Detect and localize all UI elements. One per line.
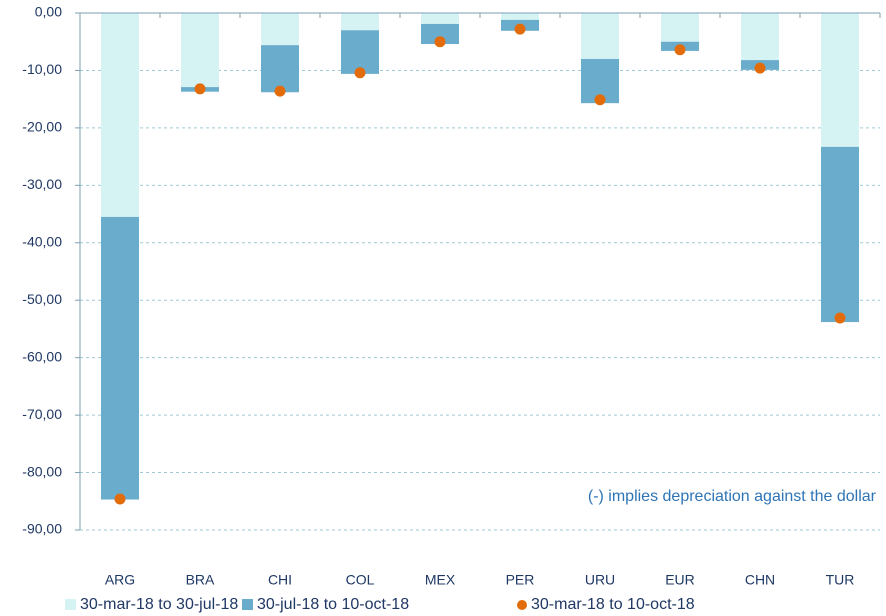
point — [514, 23, 526, 35]
point — [674, 44, 686, 56]
bar-segment — [821, 13, 859, 147]
y-tick-label: -70,00 — [22, 406, 62, 422]
x-tick-label: COL — [346, 572, 375, 588]
point — [434, 36, 446, 48]
bar-segment — [101, 13, 139, 217]
legend-label: 30-mar-18 to 30-jul-18 — [80, 596, 238, 613]
y-tick-label: -40,00 — [22, 233, 62, 249]
y-tick-label: -90,00 — [22, 521, 62, 537]
bar-segment — [821, 146, 859, 323]
x-tick-label: MEX — [425, 572, 456, 588]
x-tick-label: ARG — [105, 572, 135, 588]
y-tick-label: 0,00 — [35, 4, 62, 20]
legend-swatch — [242, 599, 253, 610]
y-tick-label: -20,00 — [22, 119, 62, 135]
bar-segment — [661, 13, 699, 42]
point — [834, 312, 846, 324]
y-tick-label: -10,00 — [22, 61, 62, 77]
x-tick-label: TUR — [826, 572, 855, 588]
bar-segment — [181, 13, 219, 88]
bar-segment — [101, 216, 139, 500]
x-tick-label: BRA — [186, 572, 215, 588]
bar-segment — [261, 45, 299, 93]
x-tick-label: CHI — [268, 572, 292, 588]
legend-label: 30-jul-18 to 10-oct-18 — [257, 596, 409, 613]
legend-swatch — [65, 599, 76, 610]
x-tick-label: URU — [585, 572, 615, 588]
bar-segment — [341, 13, 379, 31]
annotation: (-) implies depreciation against the dol… — [588, 488, 877, 505]
legend-swatch — [517, 600, 527, 610]
x-tick-label: PER — [506, 572, 535, 588]
y-tick-label: -30,00 — [22, 176, 62, 192]
bar-segment — [421, 23, 459, 45]
point — [594, 94, 606, 106]
x-tick-label: EUR — [665, 572, 695, 588]
legend-label: 30-mar-18 to 10-oct-18 — [531, 596, 695, 613]
y-tick-label: -60,00 — [22, 348, 62, 364]
y-tick-label: -50,00 — [22, 291, 62, 307]
point — [754, 62, 766, 74]
bar-segment — [501, 13, 539, 20]
bar-segment — [341, 30, 379, 74]
x-tick-label: CHN — [745, 572, 775, 588]
y-tick-label: -80,00 — [22, 463, 62, 479]
bar-segment — [261, 13, 299, 46]
point — [354, 67, 366, 79]
point — [194, 83, 206, 95]
bar-segment — [581, 13, 619, 59]
point — [274, 85, 286, 97]
bar-segment — [421, 13, 459, 24]
point — [114, 493, 126, 505]
bar-segment — [741, 13, 779, 61]
